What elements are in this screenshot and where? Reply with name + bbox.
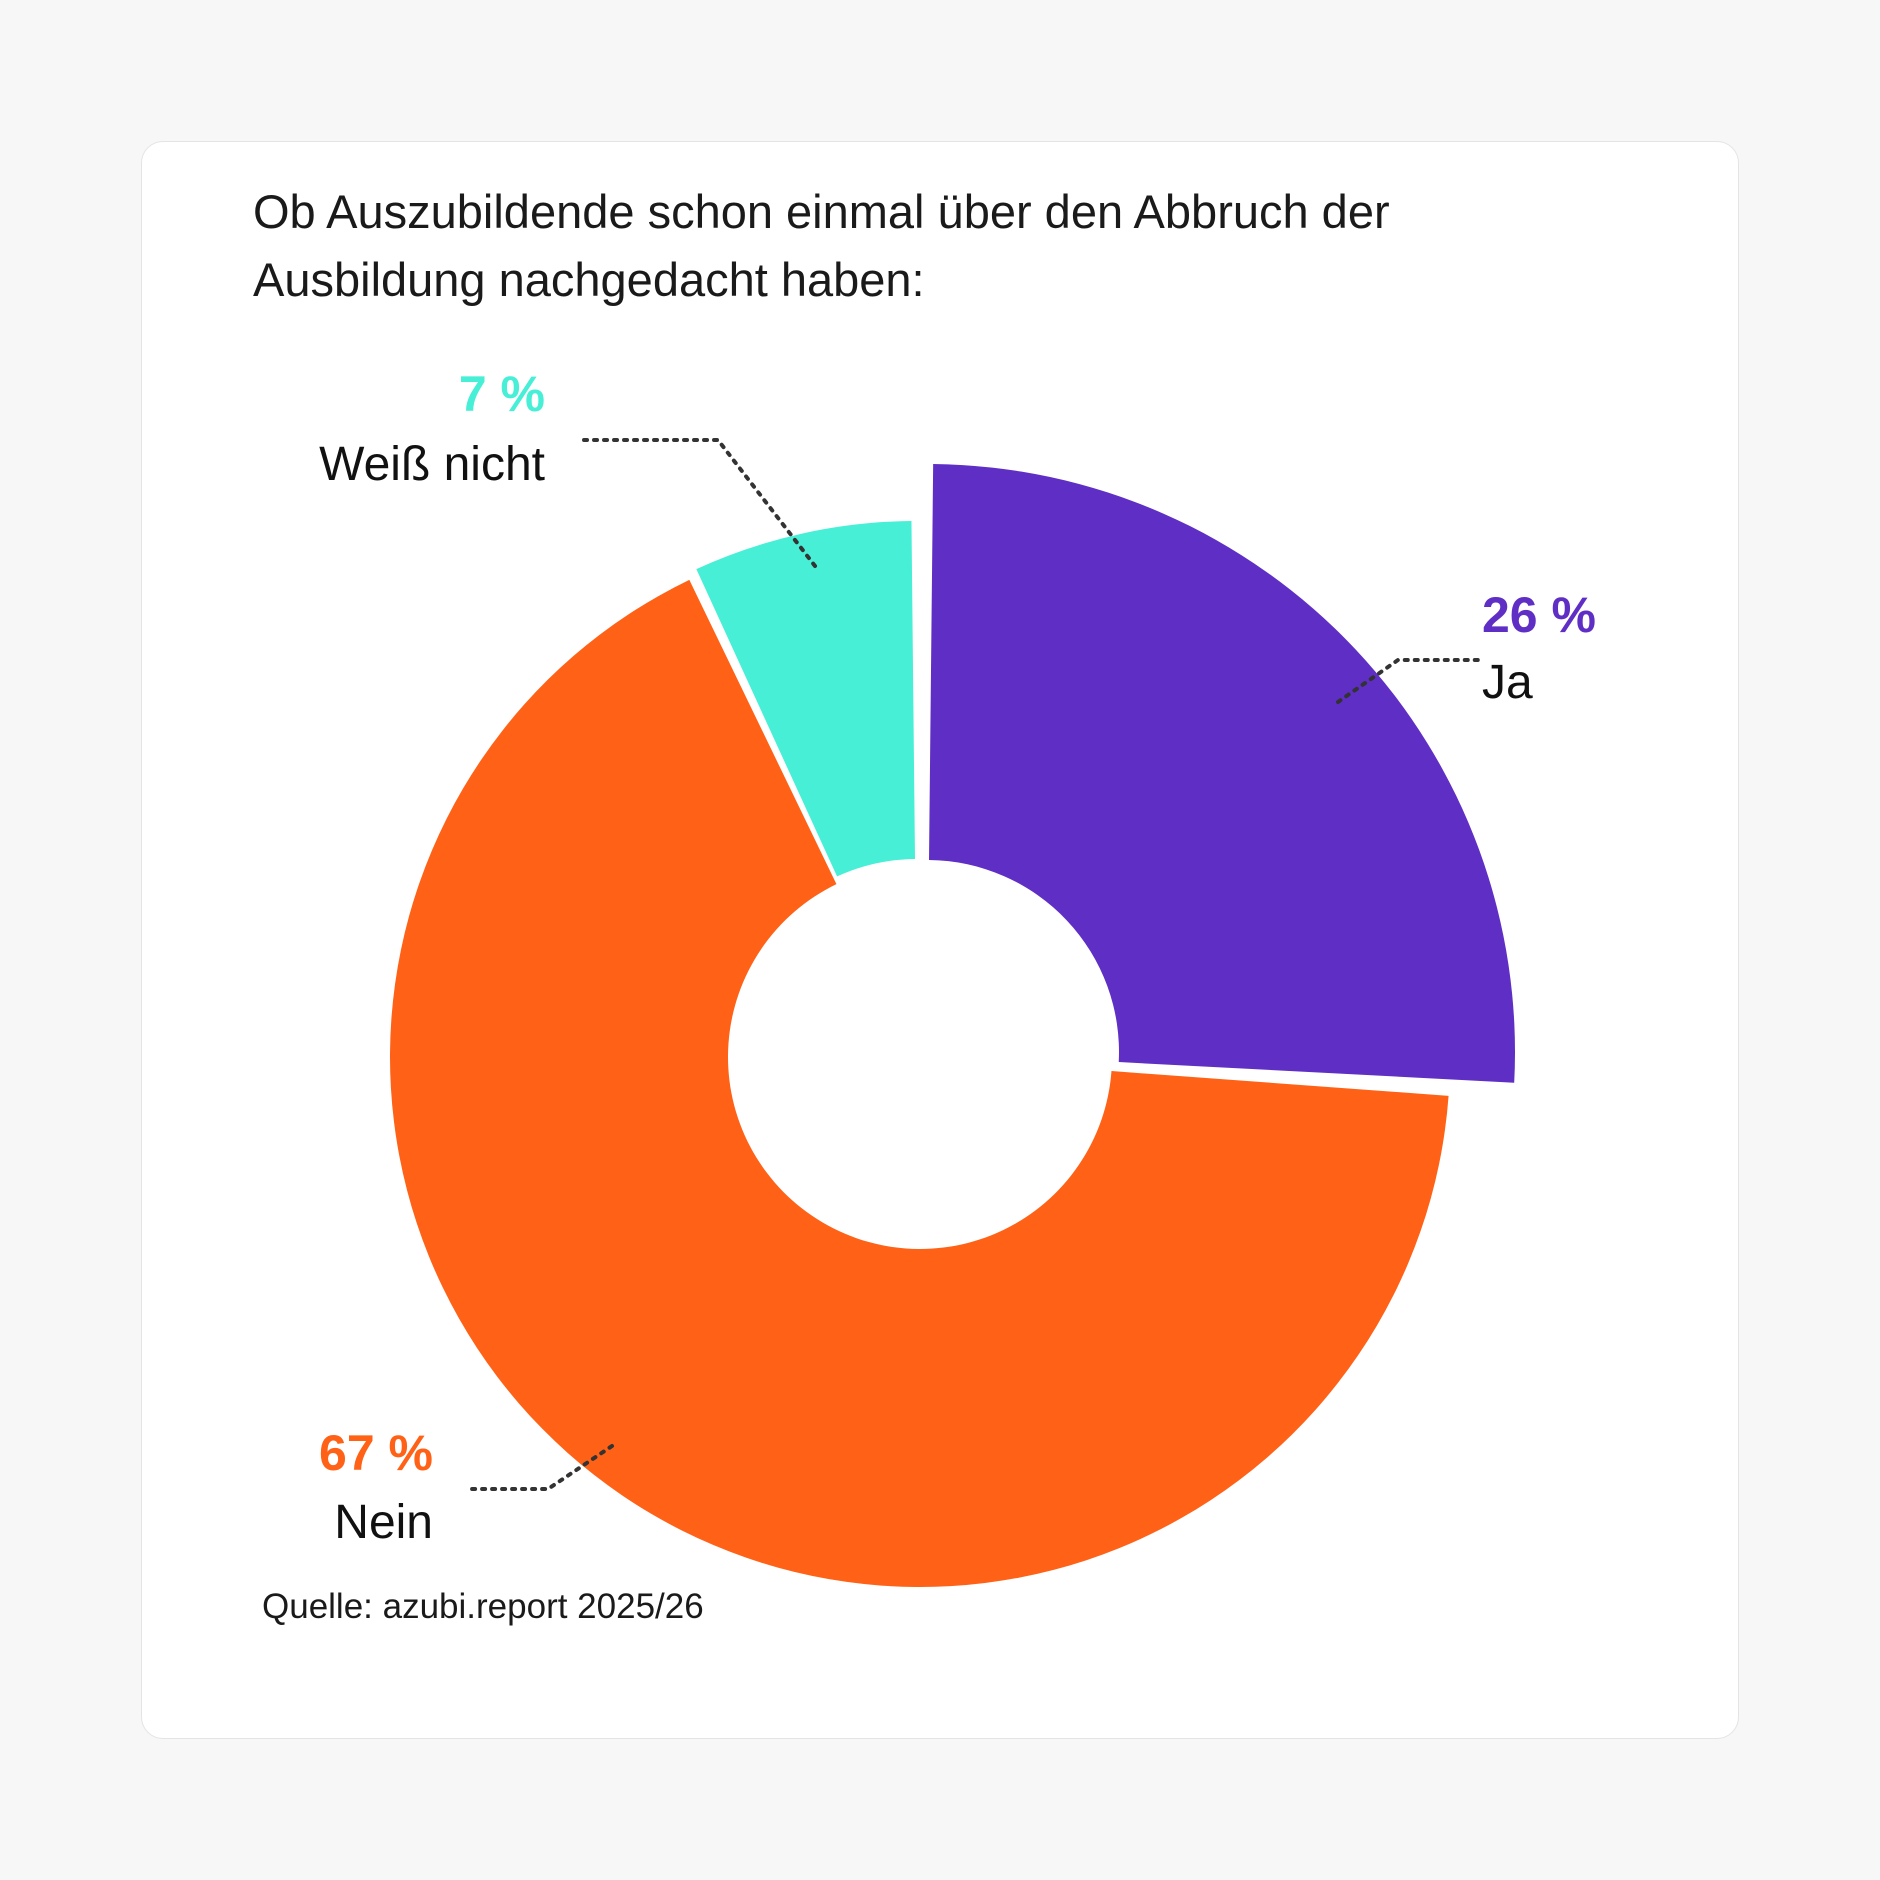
slice-nein [389,579,1449,1587]
chart-source: Quelle: azubi.report 2025/26 [262,1587,704,1626]
leader-line-nein [468,1444,614,1491]
data-label-wei-nicht: 7 % [459,366,545,422]
slice-wei-nicht [696,521,915,877]
leader-line-wei-nicht [578,438,817,568]
slice-ja [929,464,1515,1083]
data-label-nein: 67 % [319,1425,433,1481]
category-label-wei-nicht: Weiß nicht [319,438,545,491]
category-label-nein: Nein [334,1496,433,1549]
data-label-ja: 26 % [1482,587,1596,643]
leader-line-ja [1336,658,1480,704]
chart-title: Ob Auszubildende schon einmal über den A… [253,185,1390,306]
category-label-ja: Ja [1482,656,1533,709]
